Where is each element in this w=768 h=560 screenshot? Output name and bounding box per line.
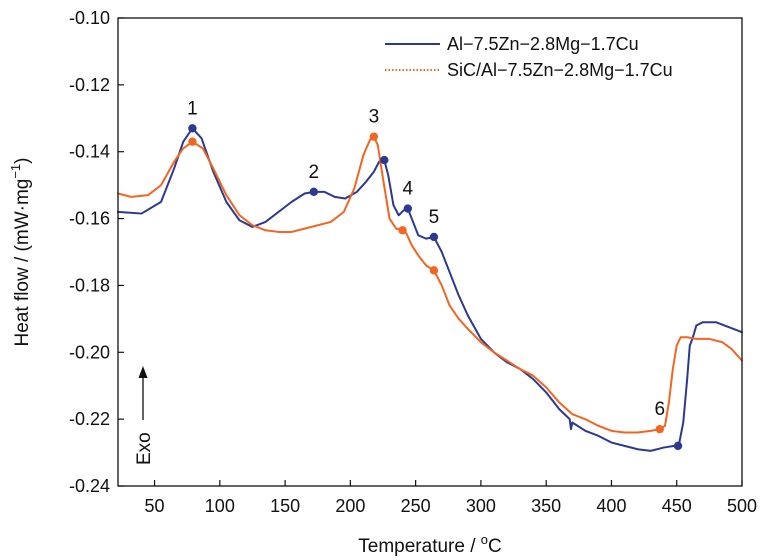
- legend-label-series-1: Al−7.5Zn−2.8Mg−1.7Cu: [447, 34, 639, 54]
- exo-arrow-head-icon: [138, 366, 148, 378]
- peak-marker-9: [398, 226, 407, 235]
- x-axis-title-main: Temperature /: [358, 536, 481, 557]
- peak-marker-7: [188, 137, 197, 146]
- x-tick-label: 450: [662, 496, 692, 516]
- peak-label-5: 5: [429, 207, 440, 228]
- y-tick-label: -0.14: [69, 142, 110, 162]
- x-tick-label: 250: [401, 496, 431, 516]
- y-axis-title-close: ): [12, 157, 33, 163]
- peak-marker-6: [673, 441, 683, 451]
- peak-label-6: 6: [654, 399, 665, 420]
- exo-indicator: Exo: [134, 366, 155, 465]
- legend-label-series-2: SiC/Al−7.5Zn−2.8Mg−1.7Cu: [447, 60, 673, 80]
- peak-marker-2: [309, 187, 319, 197]
- peak-marker-4: [403, 204, 413, 213]
- x-axis-title: Temperature / oC: [358, 532, 501, 557]
- y-axis-ticks: -0.24 -0.22 -0.20 -0.18 -0.16 -0.14 -0.12 -0.10: [69, 8, 124, 496]
- peak-marker-5: [429, 232, 439, 242]
- x-tick-label: 100: [205, 496, 235, 516]
- x-tick-label: 400: [596, 496, 626, 516]
- y-tick-label: -0.20: [69, 342, 110, 362]
- peak-marker-3: [380, 155, 389, 165]
- peak-marker-11: [655, 424, 664, 434]
- annotation-layer: 1 2 3 45 6: [187, 98, 665, 420]
- x-tick-label: 300: [466, 496, 496, 516]
- y-tick-label: -0.18: [69, 275, 110, 295]
- marker-layer: [188, 124, 683, 451]
- y-tick-label: -0.16: [69, 209, 110, 229]
- peak-marker-8: [369, 132, 379, 141]
- y-axis-title-sup: −1: [8, 164, 23, 179]
- y-axis-title: Heat flow / (mW·mg−1): [8, 157, 33, 346]
- x-axis-ticks: 50 100 150 200 250 300 350 400 450 500: [145, 480, 757, 516]
- x-tick-label: 50: [145, 496, 165, 516]
- peak-marker-1: [188, 124, 197, 133]
- peak-label-3: 3: [369, 107, 380, 128]
- x-tick-label: 150: [270, 496, 300, 516]
- x-tick-label: 200: [335, 496, 365, 516]
- y-axis-title-main: Heat flow / (mW·mg: [12, 179, 33, 347]
- y-tick-label: -0.22: [69, 409, 110, 429]
- plot-frame: [117, 17, 743, 487]
- y-tick-label: -0.12: [69, 75, 110, 95]
- peak-label-2: 2: [309, 162, 320, 183]
- x-tick-label: 500: [727, 496, 757, 516]
- y-tick-label: -0.10: [69, 8, 110, 28]
- peak-label-1: 1: [187, 98, 198, 119]
- x-tick-label: 350: [531, 496, 561, 516]
- x-axis-title-unit: C: [488, 536, 502, 557]
- y-tick-label: -0.24: [69, 476, 110, 496]
- peak-label-4: 4: [403, 179, 414, 200]
- x-axis-title-sup: o: [481, 532, 488, 547]
- legend: Al−7.5Zn−2.8Mg−1.7Cu SiC/Al−7.5Zn−2.8Mg−…: [385, 34, 673, 80]
- peak-marker-10: [429, 266, 439, 275]
- exo-label: Exo: [134, 432, 155, 465]
